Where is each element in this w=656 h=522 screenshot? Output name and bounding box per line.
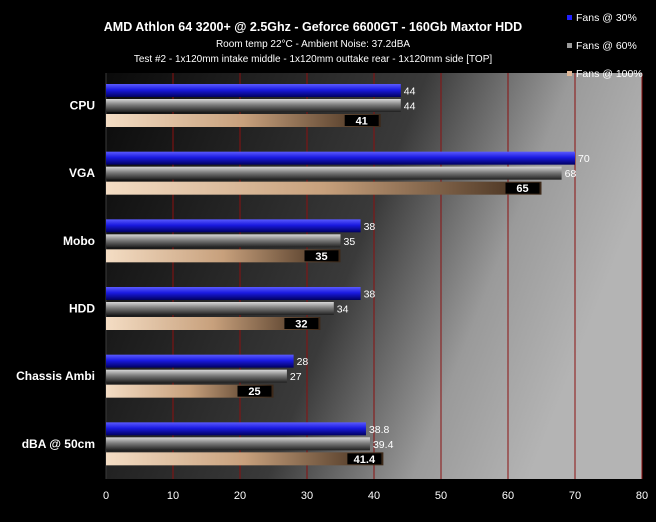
value-label: 44	[404, 86, 416, 98]
bar-vga-series-2	[106, 181, 542, 195]
value-label: 32	[295, 319, 307, 331]
bar-mobo-series-0	[106, 219, 361, 233]
value-label: 44	[404, 101, 416, 113]
value-label: 35	[315, 251, 327, 263]
x-tick-label: 70	[569, 490, 581, 502]
bar-chassis-ambi-series-1	[106, 369, 287, 383]
value-label-bg	[505, 182, 540, 194]
value-label: 70	[578, 153, 590, 165]
legend: Fans @ 30% Fans @ 60% Fans @ 100%	[567, 12, 643, 80]
x-tick-label: 60	[502, 490, 514, 502]
category-label: Chassis Ambi	[16, 369, 95, 383]
x-tick-label: 80	[636, 490, 648, 502]
bar-dba-50cm-series-0	[106, 422, 366, 436]
bar-hdd-series-2	[106, 317, 321, 330]
legend-swatch	[567, 43, 572, 48]
value-label: 39.4	[373, 439, 394, 451]
category-label: CPU	[70, 99, 95, 113]
bar-cpu-series-2	[106, 114, 381, 127]
bar-mobo-series-2	[106, 249, 341, 263]
value-label: 28	[297, 356, 309, 368]
value-label: 34	[337, 304, 349, 316]
value-label-bg	[237, 385, 272, 397]
chart-subtitle-2: Test #2 - 1x120mm intake middle - 1x120m…	[134, 54, 493, 65]
legend-swatch	[567, 15, 572, 20]
category-label: HDD	[69, 302, 95, 316]
x-tick-label: 0	[103, 490, 109, 502]
value-label-bg	[284, 318, 319, 329]
chart-subtitle: Room temp 22°C - Ambient Noise: 37.2dBA	[216, 39, 410, 50]
value-label: 27	[290, 371, 302, 383]
value-label-bg	[347, 453, 382, 465]
value-label-bg	[344, 115, 379, 126]
bar-vga-series-1	[106, 166, 562, 180]
bar-dba-50cm-series-2	[106, 452, 384, 466]
x-tick-label: 30	[301, 490, 313, 502]
bar-chassis-ambi-series-0	[106, 354, 294, 368]
bars	[106, 84, 575, 466]
value-label: 38.8	[369, 424, 390, 436]
value-label: 68	[565, 168, 577, 180]
value-label-bg	[304, 250, 339, 262]
value-label: 35	[344, 236, 356, 248]
value-label: 65	[516, 183, 528, 195]
legend-swatch	[567, 71, 572, 76]
bar-cpu-series-1	[106, 99, 401, 112]
category-label: dBA @ 50cm	[22, 437, 95, 451]
x-tick-label: 50	[435, 490, 447, 502]
labels: 0 10 20 30 40 50 60 70 80444441CPU706865VGA38353…	[16, 86, 648, 503]
x-tick-label: 20	[234, 490, 246, 502]
bar-hdd-series-0	[106, 287, 361, 300]
bar-cpu-series-0	[106, 84, 401, 97]
value-label: 41.4	[354, 454, 376, 466]
value-label: 38	[364, 221, 376, 233]
value-label: 25	[248, 386, 260, 398]
bar-mobo-series-1	[106, 234, 341, 248]
bar-vga-series-0	[106, 151, 575, 165]
bar-chassis-ambi-series-2	[106, 384, 274, 398]
legend-label: Fans @ 60%	[576, 40, 637, 52]
value-label: 38	[364, 289, 376, 301]
x-tick-label: 40	[368, 490, 380, 502]
bar-hdd-series-1	[106, 302, 334, 315]
value-label: 41	[356, 116, 368, 128]
legend-label: Fans @ 30%	[576, 12, 637, 24]
bar-dba-50cm-series-1	[106, 437, 370, 451]
gridlines	[105, 73, 643, 479]
x-tick-label: 10	[167, 490, 179, 502]
category-label: Mobo	[63, 234, 95, 248]
category-label: VGA	[69, 166, 95, 180]
chart-title: AMD Athlon 64 3200+ @ 2.5Ghz - Geforce 6…	[104, 20, 522, 34]
legend-label: Fans @ 100%	[576, 68, 643, 80]
